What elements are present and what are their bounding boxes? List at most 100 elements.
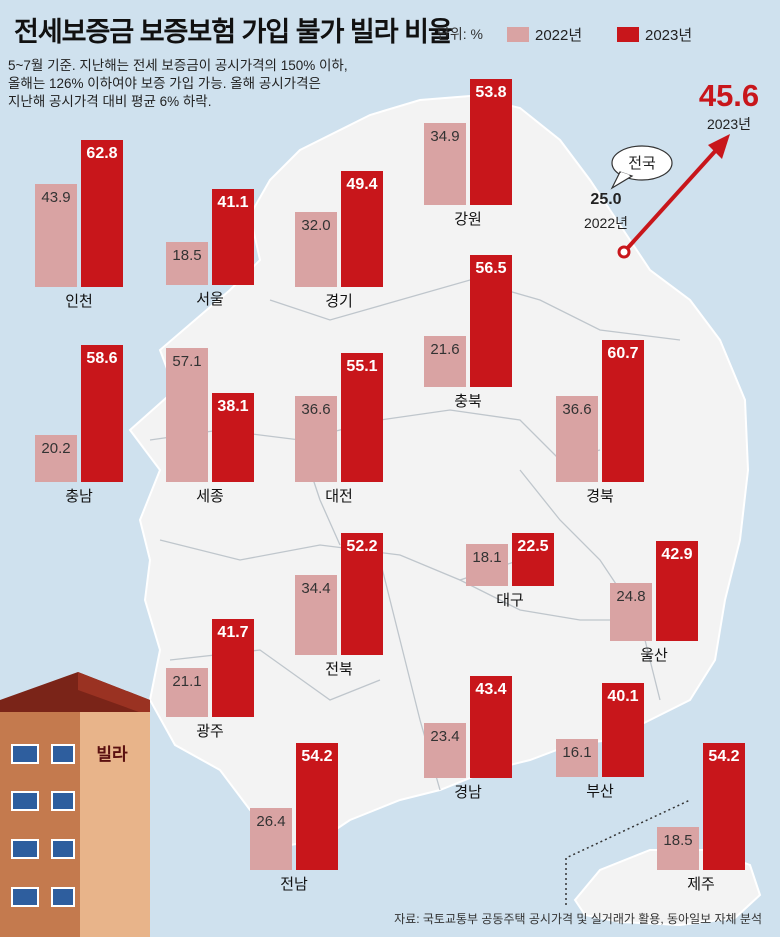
bar-강원-2022: 34.9 (424, 123, 466, 205)
bar-value-label: 62.8 (86, 145, 118, 163)
national-2022-marker (617, 245, 631, 259)
bar-전남-2022: 26.4 (250, 808, 292, 870)
bar-강원-2023: 53.8 (470, 79, 512, 205)
bar-value-label: 52.2 (346, 537, 378, 555)
bar-인천-2023: 62.8 (81, 140, 123, 287)
region-label: 충남 (65, 488, 93, 505)
bar-대전-2023: 55.1 (341, 353, 383, 482)
chart-title: 전세보증금 보증보험 가입 불가 빌라 비율 (14, 17, 453, 47)
bar-부산-2022: 16.1 (556, 739, 598, 777)
region-label: 전남 (280, 876, 308, 893)
bar-value-label: 23.4 (430, 728, 460, 746)
bar-value-label: 18.1 (472, 548, 502, 566)
bar-value-label: 53.8 (475, 84, 507, 102)
legend-2022: 2022년 (507, 24, 582, 45)
bar-value-label: 49.4 (346, 176, 378, 194)
bar-value-label: 34.9 (430, 128, 460, 146)
source-note: 자료: 국토교통부 공동주택 공시가격 및 실거래가 활용, 동아일보 자체 분… (394, 912, 762, 926)
bar-울산-2022: 24.8 (610, 582, 652, 641)
legend-2023-label: 2023년 (645, 27, 693, 44)
national-2023-value: 45.6 (698, 78, 760, 113)
national-trend-arrow (622, 146, 720, 254)
national-label: 전국 (628, 155, 656, 172)
bar-value-label: 60.7 (607, 344, 639, 362)
bar-value-label: 24.8 (616, 587, 646, 605)
bar-충북-2023: 56.5 (470, 254, 512, 387)
region-label: 전북 (325, 661, 353, 678)
bar-세종-2022: 57.1 (166, 348, 208, 482)
region-label: 충북 (454, 393, 482, 410)
bar-대전-2022: 36.6 (295, 396, 337, 482)
region-label: 울산 (640, 647, 668, 664)
bar-전남-2023: 54.2 (296, 743, 338, 870)
bar-value-label: 20.2 (41, 439, 71, 457)
bar-경남-2022: 23.4 (424, 723, 466, 778)
region-label: 부산 (586, 783, 614, 800)
bar-value-label: 54.2 (708, 748, 740, 766)
bar-충남-2023: 58.6 (81, 344, 123, 482)
national-label-bubble (611, 145, 673, 181)
bar-value-label: 36.6 (562, 401, 592, 419)
bar-광주-2023: 41.7 (212, 619, 254, 717)
region-label: 서울 (196, 291, 224, 308)
bar-서울-2022: 18.5 (166, 241, 208, 285)
bar-value-label: 16.1 (562, 744, 592, 762)
bar-전북-2023: 52.2 (341, 532, 383, 655)
bar-울산-2023: 42.9 (656, 540, 698, 641)
legend-2022-label: 2022년 (535, 27, 583, 44)
bar-value-label: 58.6 (86, 349, 118, 367)
bar-value-label: 21.6 (430, 341, 460, 359)
bar-충남-2022: 20.2 (35, 434, 77, 482)
region-label: 대구 (496, 592, 524, 609)
bar-value-label: 32.0 (301, 217, 331, 235)
chart-note: 5~7월 기준. 지난해는 전세 보증금이 공시가격의 150% 이하, 올해는… (8, 58, 348, 109)
bar-경남-2023: 43.4 (470, 676, 512, 778)
bar-서울-2023: 41.1 (212, 188, 254, 285)
bar-value-label: 42.9 (661, 545, 693, 563)
bar-제주-2023: 54.2 (703, 743, 745, 870)
region-label: 광주 (196, 723, 224, 740)
legend-2023-swatch (617, 27, 639, 42)
bar-경기-2022: 32.0 (295, 212, 337, 287)
national-2023-year: 2023년 (706, 116, 752, 132)
bar-value-label: 21.1 (172, 672, 202, 690)
bar-경북-2022: 36.6 (556, 396, 598, 482)
region-label: 경기 (325, 293, 353, 310)
bar-충북-2022: 21.6 (424, 336, 466, 387)
region-label: 세종 (196, 488, 224, 505)
bar-value-label: 55.1 (346, 358, 378, 376)
bar-value-label: 41.1 (217, 193, 249, 211)
bar-value-label: 22.5 (517, 538, 549, 556)
bar-value-label: 34.4 (301, 579, 331, 597)
bar-value-label: 43.4 (475, 681, 507, 699)
bar-대구-2023: 22.5 (512, 533, 554, 586)
bar-경북-2023: 60.7 (602, 339, 644, 482)
bar-제주-2022: 18.5 (657, 826, 699, 870)
bar-부산-2023: 40.1 (602, 683, 644, 777)
bar-value-label: 57.1 (172, 353, 202, 371)
bar-value-label: 26.4 (256, 813, 286, 831)
legend-2022-swatch (507, 27, 529, 42)
national-2022-year: 2022년 (583, 215, 629, 231)
bar-value-label: 54.2 (301, 748, 333, 766)
national-arrow-head (708, 134, 730, 159)
bar-경기-2023: 49.4 (341, 171, 383, 287)
bar-광주-2022: 21.1 (166, 667, 208, 717)
region-label: 제주 (687, 876, 715, 893)
legend-2023: 2023년 (617, 24, 692, 45)
unit-label: 단위: % (437, 26, 483, 42)
building-illustration (0, 672, 150, 937)
building-sign: 빌라 (96, 745, 128, 764)
bar-대구-2022: 18.1 (466, 543, 508, 586)
region-label: 강원 (454, 211, 482, 228)
bar-인천-2022: 43.9 (35, 184, 77, 287)
bar-value-label: 36.6 (301, 401, 331, 419)
national-2022-value: 25.0 (590, 191, 622, 208)
bar-value-label: 56.5 (475, 259, 507, 277)
bar-value-label: 18.5 (663, 831, 693, 849)
bar-전북-2022: 34.4 (295, 574, 337, 655)
region-label: 인천 (65, 293, 93, 310)
bar-세종-2023: 38.1 (212, 392, 254, 482)
bar-value-label: 41.7 (217, 624, 249, 642)
